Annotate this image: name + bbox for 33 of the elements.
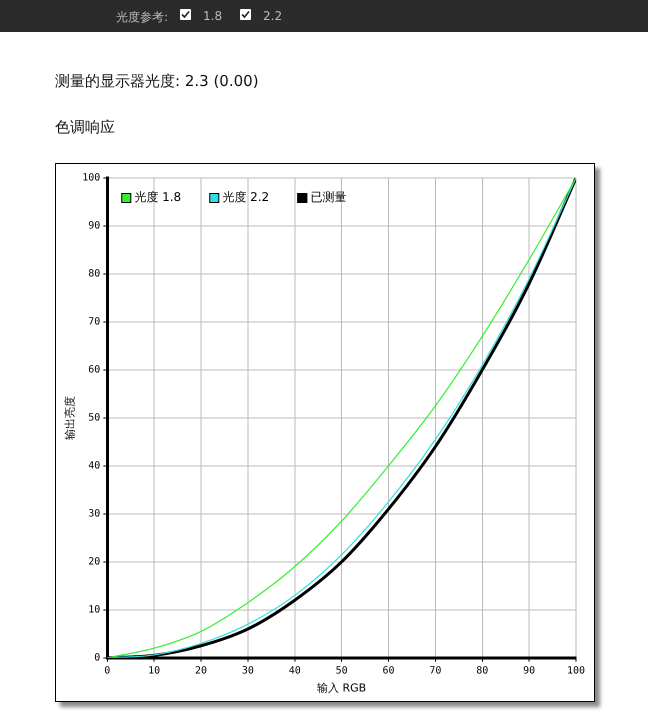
y-tick-label: 10 (88, 604, 100, 616)
legend-label: 光度 1.8 (134, 190, 182, 204)
x-tick-label: 0 (104, 665, 110, 676)
chart-title: 色调响应 (55, 118, 115, 137)
y-tick-label: 80 (88, 268, 100, 280)
text: 1.8 (203, 9, 222, 23)
line-series (107, 178, 576, 658)
x-tick-label: 40 (288, 665, 301, 676)
y-tick-label: 40 (88, 460, 100, 472)
text: 2.2 (263, 9, 282, 23)
x-tick-label: 90 (523, 665, 536, 676)
x-tick-label: 10 (148, 665, 160, 676)
y-tick-label: 90 (88, 220, 100, 232)
x-tick-label: 30 (242, 665, 254, 676)
chart-subtitle: 测量的显示器光度: 2.3 (0.00) (55, 72, 259, 91)
x-tick-label: 80 (476, 665, 488, 676)
y-tick-label: 100 (82, 172, 100, 184)
text: 光度参考: (116, 9, 168, 26)
y-tick-label: 50 (88, 412, 100, 424)
y-tick-label: 60 (88, 364, 100, 376)
x-tick-label: 100 (566, 665, 586, 676)
y-axis-title: 输出亮度 (63, 396, 76, 440)
legend-label: 光度 2.2 (222, 190, 270, 204)
x-tick-label: 20 (194, 665, 208, 676)
y-tick-label: 0 (94, 652, 100, 664)
y-tick-label: 30 (88, 508, 100, 520)
x-axis-title: 输入 RGB (317, 681, 366, 694)
x-tick-label: 70 (429, 665, 442, 676)
x-tick-label: 50 (336, 665, 348, 676)
legend-label: 已测量 (310, 190, 346, 204)
y-tick-label: 70 (88, 316, 100, 328)
y-tick-label: 20 (88, 556, 100, 568)
x-tick-label: 60 (382, 665, 395, 676)
